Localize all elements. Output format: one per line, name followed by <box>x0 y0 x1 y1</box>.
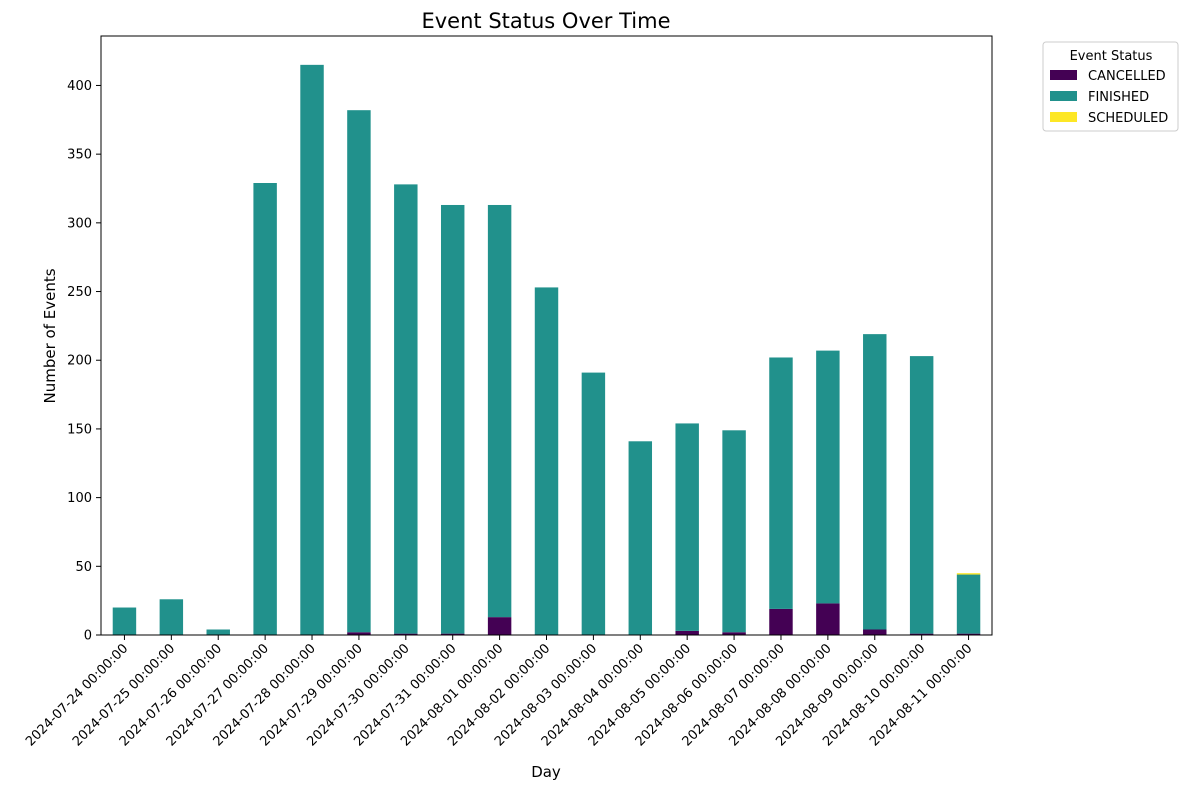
bar-cancelled-12 <box>675 630 699 635</box>
bar-cancelled-7 <box>440 633 465 635</box>
bar-cancelled-5 <box>347 632 371 635</box>
bar-finished-17 <box>909 356 934 634</box>
bar-cancelled-8 <box>487 617 512 635</box>
x-axis-title: Day <box>531 763 561 781</box>
bar-finished-13 <box>722 430 746 633</box>
y-tick-label: 50 <box>75 560 92 575</box>
legend-label-cancelled: CANCELLED <box>1088 69 1166 84</box>
y-tick-label: 200 <box>67 354 92 369</box>
bar-finished-10 <box>581 372 606 635</box>
bar-cancelled-14 <box>769 608 793 635</box>
legend-label-finished: FINISHED <box>1088 90 1149 105</box>
legend: Event Status CANCELLED FINISHED SCHEDULED <box>1042 41 1179 132</box>
bar-cancelled-16 <box>863 629 887 635</box>
legend-swatch-cancelled <box>1050 70 1077 80</box>
legend-entries: CANCELLED FINISHED SCHEDULED <box>1050 69 1168 126</box>
legend-frame <box>1042 41 1179 132</box>
bar-finished-1 <box>159 599 184 635</box>
bar-cancelled-6 <box>394 633 418 635</box>
y-tick-label: 0 <box>84 629 92 644</box>
legend-title: Event Status <box>1070 49 1153 64</box>
bar-finished-15 <box>816 350 840 604</box>
bar-cancelled-13 <box>722 632 746 635</box>
y-tick-label: 400 <box>67 79 92 94</box>
y-tick-label: 250 <box>67 285 92 300</box>
bar-finished-14 <box>769 357 793 609</box>
chart-title: Event Status Over Time <box>421 9 670 33</box>
bar-finished-4 <box>300 64 324 636</box>
bar-finished-0 <box>112 607 137 635</box>
y-axis-title: Number of Events <box>41 268 59 403</box>
bar-finished-8 <box>487 204 512 618</box>
legend-swatch-finished <box>1050 91 1077 101</box>
y-tick-label: 300 <box>67 216 92 231</box>
bar-cancelled-15 <box>816 603 840 635</box>
bar-finished-5 <box>347 110 371 633</box>
bars-layer <box>112 64 981 636</box>
bar-scheduled-18 <box>956 573 981 575</box>
bar-finished-11 <box>628 441 653 635</box>
bar-finished-9 <box>534 287 559 635</box>
bar-finished-16 <box>863 334 887 630</box>
bar-finished-18 <box>956 574 981 634</box>
y-tick-label: 350 <box>67 148 92 163</box>
bar-finished-12 <box>675 423 699 631</box>
legend-label-scheduled: SCHEDULED <box>1088 111 1168 126</box>
bar-finished-2 <box>206 629 230 635</box>
y-tick-label: 150 <box>67 422 92 437</box>
bar-finished-3 <box>253 183 277 635</box>
bar-finished-6 <box>394 184 418 634</box>
bar-finished-7 <box>440 204 465 634</box>
bar-cancelled-18 <box>956 633 981 635</box>
bar-cancelled-17 <box>909 633 934 635</box>
legend-swatch-scheduled <box>1050 112 1077 122</box>
y-tick-label: 100 <box>67 491 92 506</box>
